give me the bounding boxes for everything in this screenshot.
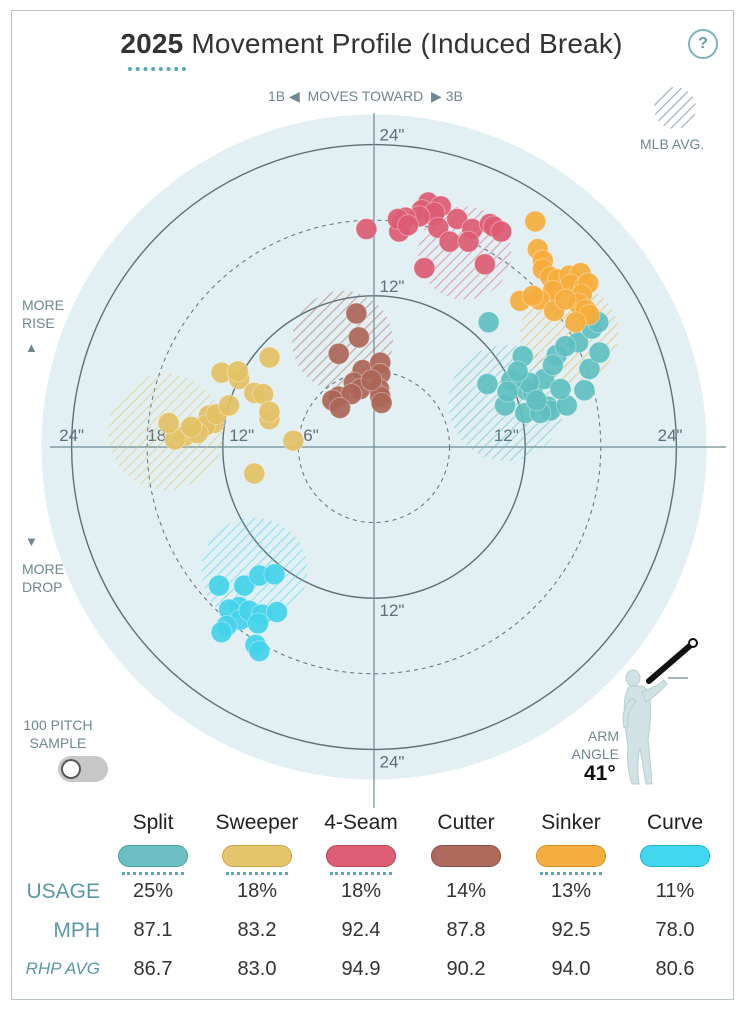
rhp-avg-value: 80.6 (655, 958, 695, 980)
arm-line-1: ARM (587, 728, 619, 744)
mph-row-label: MPH (53, 919, 100, 942)
arrow-right-icon: ▶ (431, 88, 442, 104)
mph-value: 83.2 (237, 919, 277, 941)
usage-value: 18% (340, 880, 382, 902)
rhp-avg-row-label: RHP AVG (25, 959, 100, 978)
pitch-swatch[interactable] (431, 845, 501, 867)
rhp-avg-value: 86.7 (133, 958, 173, 980)
mph-value: 87.1 (133, 919, 173, 941)
mph-value: 87.8 (446, 919, 486, 941)
pitch-name[interactable]: Curve (646, 811, 704, 834)
usage-value: 11% (655, 880, 695, 902)
direction-middle: MOVES TOWARD (307, 88, 424, 104)
mph-value: 92.4 (341, 919, 381, 941)
rise-line-2: RISE (22, 315, 55, 331)
chart-frame (11, 10, 734, 1000)
sample-line-2: SAMPLE (29, 735, 87, 751)
title-year[interactable]: 2025 (120, 28, 184, 59)
sample-line-1: 100 PITCH (23, 717, 93, 733)
rhp-avg-value: 94.9 (341, 958, 381, 980)
rise-line-1: MORE (22, 297, 64, 313)
usage-value: 13% (550, 880, 592, 902)
pitch-swatch[interactable] (118, 845, 188, 867)
direction-left: 1B (268, 88, 286, 104)
drop-line-1: MORE (22, 561, 64, 577)
help-icon[interactable]: ? (688, 29, 718, 59)
mph-value: 92.5 (551, 919, 591, 941)
pitch-swatch[interactable] (640, 845, 710, 867)
rhp-avg-value: 90.2 (446, 958, 486, 980)
pitch-name[interactable]: Split (132, 811, 174, 834)
pitch-swatch[interactable] (222, 845, 292, 867)
pitch-name[interactable]: Cutter (437, 811, 495, 834)
more-rise-label: MORE RISE (22, 296, 64, 332)
arm-angle-value: 41° (584, 762, 616, 785)
arm-line-2: ANGLE (571, 746, 619, 762)
arrow-down-icon: ▼ (25, 534, 38, 549)
direction-right: 3B (445, 88, 463, 104)
pitch-swatch[interactable] (326, 845, 396, 867)
arm-angle-label: ARM ANGLE (571, 727, 619, 763)
mlb-avg-legend-label: MLB AVG. (640, 136, 705, 152)
usage-value: 14% (445, 880, 487, 902)
pitch-underline (122, 872, 184, 879)
pitch-name[interactable]: Sinker (541, 811, 601, 834)
title-text: Movement Profile (Induced Break) (191, 28, 623, 59)
more-drop-label: MORE DROP (22, 560, 64, 596)
usage-row-label: USAGE (26, 880, 100, 903)
pitch-underline (540, 872, 602, 879)
sample-toggle-label: 100 PITCH SAMPLE (22, 716, 94, 752)
usage-value: 25% (132, 880, 174, 902)
year-dropdown-indicator[interactable] (128, 67, 186, 76)
pitcher-silhouette-icon (622, 638, 698, 785)
pitch-swatch[interactable] (536, 845, 606, 867)
mph-value: 78.0 (655, 919, 695, 941)
pitch-underline (330, 872, 392, 879)
rhp-avg-value: 83.0 (237, 958, 277, 980)
pitch-name[interactable]: Sweeper (215, 811, 299, 834)
arrow-left-icon: ◀ (289, 88, 300, 104)
toggle-knob (61, 759, 81, 779)
pitch-underline (226, 872, 288, 879)
direction-label: 1B ◀ MOVES TOWARD ▶ 3B (268, 87, 463, 105)
chart-title: 2025 Movement Profile (Induced Break) (0, 28, 743, 60)
arrow-up-icon: ▲ (25, 340, 38, 355)
sample-toggle[interactable] (58, 756, 108, 782)
rhp-avg-value: 94.0 (551, 958, 591, 980)
drop-line-2: DROP (22, 579, 63, 595)
mlb-avg-legend-icon (654, 87, 696, 129)
usage-value: 18% (236, 880, 278, 902)
pitch-name[interactable]: 4-Seam (324, 811, 398, 834)
